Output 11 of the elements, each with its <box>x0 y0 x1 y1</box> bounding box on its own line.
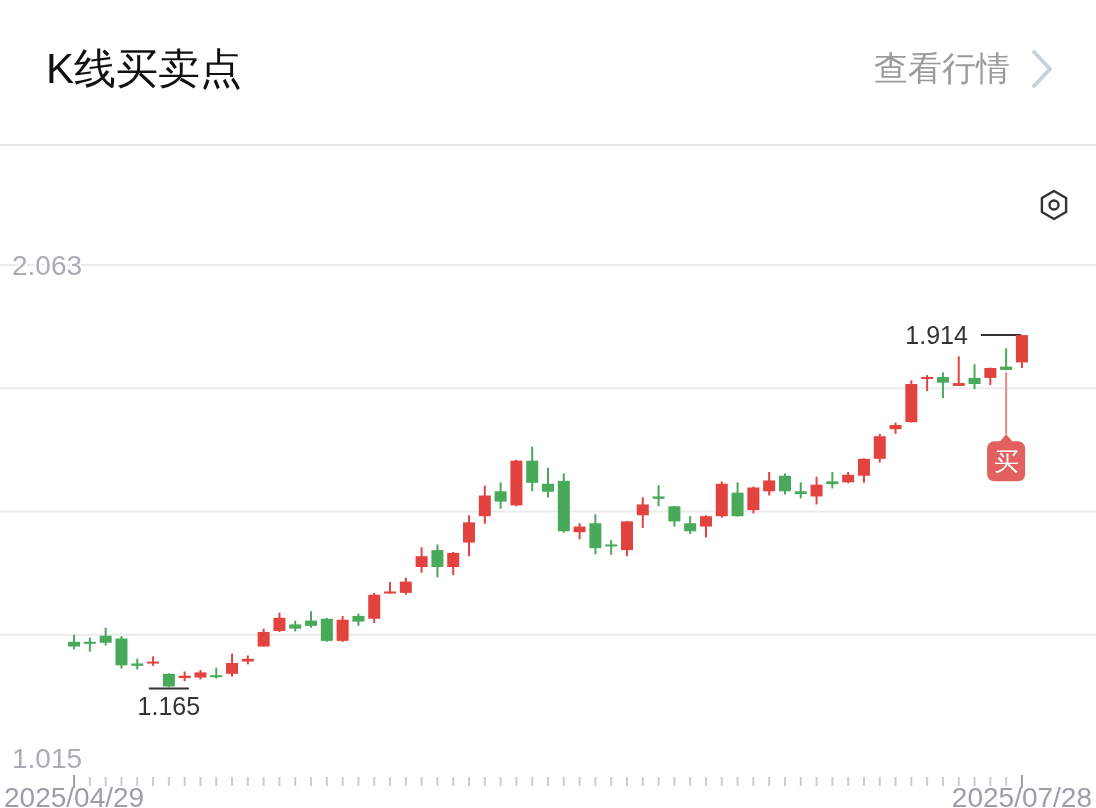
link: 查看行情 <box>874 49 1010 87</box>
extreme-label: 1.914 <box>905 321 1022 350</box>
extreme-label: 1.165 <box>137 687 201 721</box>
y-tick-label: 2.063 <box>12 249 83 281</box>
signal-badge: 买 <box>987 371 1026 482</box>
title: K线买卖点 <box>46 44 242 92</box>
x-tick-label: 2025/04/29 <box>4 781 145 808</box>
annotation: 买 <box>993 447 1019 476</box>
y-tick-label: 1.015 <box>12 742 83 774</box>
x-tick-label: 2025/07/28 <box>951 781 1092 808</box>
annotation: 1.914 <box>905 321 969 350</box>
